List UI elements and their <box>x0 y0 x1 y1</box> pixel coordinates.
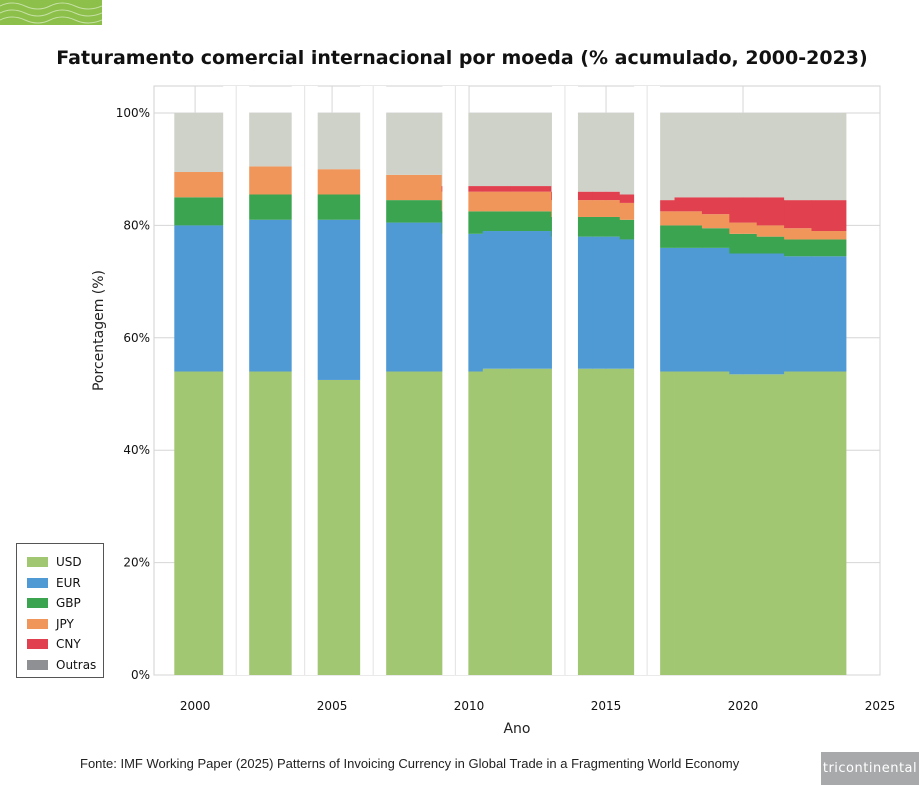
y-tick-label: 80% <box>123 218 150 232</box>
bar-gbp-2021 <box>756 236 785 254</box>
bar-gbp-2011 <box>482 211 511 232</box>
source-note: Fonte: IMF Working Paper (2025) Patterns… <box>80 756 740 771</box>
bar-jpy-2011 <box>482 191 511 212</box>
legend-swatch <box>27 659 48 670</box>
legend-item-cny: CNY <box>27 634 103 655</box>
x-tick-label: 2005 <box>317 699 348 713</box>
bar-eur-2018 <box>674 247 703 372</box>
x-tick-label: 2010 <box>454 699 485 713</box>
bar-gbp-2008 <box>373 200 443 223</box>
bar-outras-2015 <box>592 113 621 192</box>
legend-item-usd: USD <box>27 552 103 573</box>
bar-cny-2015 <box>592 191 621 201</box>
bar-eur-2020 <box>729 253 758 375</box>
bar-gbp-2023 <box>811 239 847 257</box>
bar-jpy-2022 <box>784 228 812 240</box>
bar-usd-2021 <box>756 374 785 675</box>
legend-swatch <box>27 557 48 568</box>
bar-gbp-2022 <box>784 239 812 257</box>
bar-eur-2019 <box>701 247 730 372</box>
bar-cny-2023 <box>811 200 847 232</box>
legend-label: EUR <box>56 575 81 590</box>
bar-outras-2021 <box>756 113 785 198</box>
brand-logo: tricontinental <box>821 752 919 785</box>
bar-eur-2012 <box>510 231 552 369</box>
bar-usd-2015 <box>592 368 621 675</box>
bar-cny-2012 <box>510 186 552 192</box>
bar-cny-2019 <box>701 197 730 215</box>
bar-outras-2018 <box>674 113 703 198</box>
legend-label: CNY <box>56 637 81 652</box>
bar-usd-2018 <box>674 371 703 675</box>
bar-cny-2016 <box>619 194 648 203</box>
legend-item-outras: Outras <box>27 655 103 676</box>
legend-item-jpy: JPY <box>27 614 103 635</box>
bar-usd-2012 <box>510 368 552 675</box>
legend-item-gbp: GBP <box>27 593 103 614</box>
bar-jpy-2021 <box>756 225 785 237</box>
y-axis-label: Porcentagem (%) <box>91 270 107 391</box>
bar-usd-2022 <box>784 371 812 675</box>
y-tick-label: 0% <box>131 668 150 682</box>
legend-swatch <box>27 639 48 650</box>
legend-item-eur: EUR <box>27 573 103 594</box>
legend-swatch <box>27 577 48 588</box>
bar-jpy-2020 <box>729 222 758 234</box>
bar-cny-2021 <box>756 197 785 226</box>
bar-cny-2022 <box>784 200 812 229</box>
x-tick-label: 2020 <box>728 699 759 713</box>
bar-outras-2019 <box>701 113 730 198</box>
bar-gbp-2012 <box>510 211 552 232</box>
bar-jpy-2012 <box>510 191 552 212</box>
bar-eur-2015 <box>592 236 621 369</box>
bar-jpy-2019 <box>701 214 730 229</box>
bar-usd-2023 <box>811 371 847 675</box>
legend-label: GBP <box>56 596 81 611</box>
x-tick-label: 2000 <box>180 699 211 713</box>
legend-label: JPY <box>56 616 74 631</box>
bar-usd-2019 <box>701 371 730 675</box>
bar-outras-2022 <box>784 113 812 201</box>
bars-layer <box>174 86 847 675</box>
legend-label: Outras <box>56 657 97 672</box>
bar-cny-2017 <box>647 200 675 212</box>
x-axis-label: Ano <box>503 721 530 737</box>
legend: USD EUR GBP JPY CNY Outras <box>16 543 104 678</box>
bar-usd-2020 <box>729 374 758 675</box>
legend-label: USD <box>56 555 82 570</box>
bar-usd-2011 <box>482 368 511 675</box>
bar-outras-2012 <box>510 113 552 187</box>
bar-gbp-2015 <box>592 216 621 237</box>
y-tick-label: 20% <box>123 556 150 570</box>
bar-eur-2021 <box>756 253 785 375</box>
bar-outras-2020 <box>729 113 758 198</box>
bar-gbp-2020 <box>729 233 758 254</box>
y-tick-label: 100% <box>116 106 150 120</box>
x-tick-label: 2025 <box>865 699 896 713</box>
y-tick-label: 40% <box>123 443 150 457</box>
bar-cny-2020 <box>729 197 758 223</box>
y-tick-label: 60% <box>123 331 150 345</box>
bar-eur-2022 <box>784 256 812 372</box>
bar-outras-2023 <box>811 113 847 201</box>
bar-jpy-2023 <box>811 231 847 240</box>
chart-title: Faturamento comercial internacional por … <box>56 47 868 69</box>
x-tick-label: 2015 <box>591 699 622 713</box>
legend-swatch <box>27 598 48 609</box>
bar-eur-2011 <box>482 231 511 369</box>
bar-eur-2023 <box>811 256 847 372</box>
bar-jpy-2018 <box>674 211 703 226</box>
bar-gbp-2018 <box>674 225 703 248</box>
axis-layer: 0% 20% 40% 60% 80% 100% 2000 2005 2010 2015 2020 20… <box>91 106 895 737</box>
bar-cny-2018 <box>674 197 703 212</box>
bar-outras-2011 <box>482 113 511 187</box>
legend-swatch <box>27 618 48 629</box>
corner-decoration <box>0 0 102 25</box>
bar-jpy-2015 <box>592 200 621 217</box>
bar-cny-2011 <box>482 186 511 192</box>
bar-gbp-2019 <box>701 228 730 248</box>
